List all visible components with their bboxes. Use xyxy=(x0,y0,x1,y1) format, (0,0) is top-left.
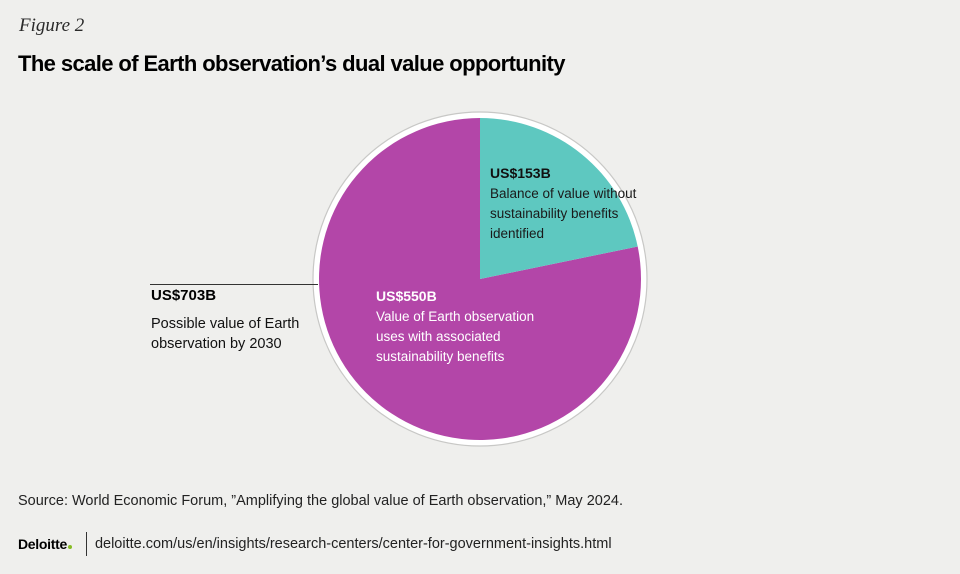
logo-text: Deloitte xyxy=(18,536,67,552)
footer-divider xyxy=(85,532,87,556)
figure-label: Figure 2 xyxy=(19,15,85,36)
source-note: Source: World Economic Forum, ”Amplifyin… xyxy=(18,493,623,509)
deloitte-logo: Deloitte xyxy=(18,536,72,552)
total-value-label: US$703B xyxy=(151,287,217,304)
pie-slice-balance xyxy=(480,118,638,279)
footer-url: deloitte.com/us/en/insights/research-cen… xyxy=(94,536,612,552)
pie-slices xyxy=(319,118,641,440)
slice-description-sustainability: Value of Earth observation uses with ass… xyxy=(376,309,535,364)
footer: Deloitte deloitte.com/us/en/insights/res… xyxy=(18,532,612,556)
slice-description-balance: Balance of value without sustainability … xyxy=(490,186,637,241)
total-description: Possible value of Earth observation by 2… xyxy=(151,316,300,352)
slice-label-balance: US$153B xyxy=(490,165,551,181)
slice-label-sustainability: US$550B xyxy=(376,288,437,304)
chart-title: The scale of Earth observation’s dual va… xyxy=(18,51,565,76)
logo-dot xyxy=(67,545,72,549)
